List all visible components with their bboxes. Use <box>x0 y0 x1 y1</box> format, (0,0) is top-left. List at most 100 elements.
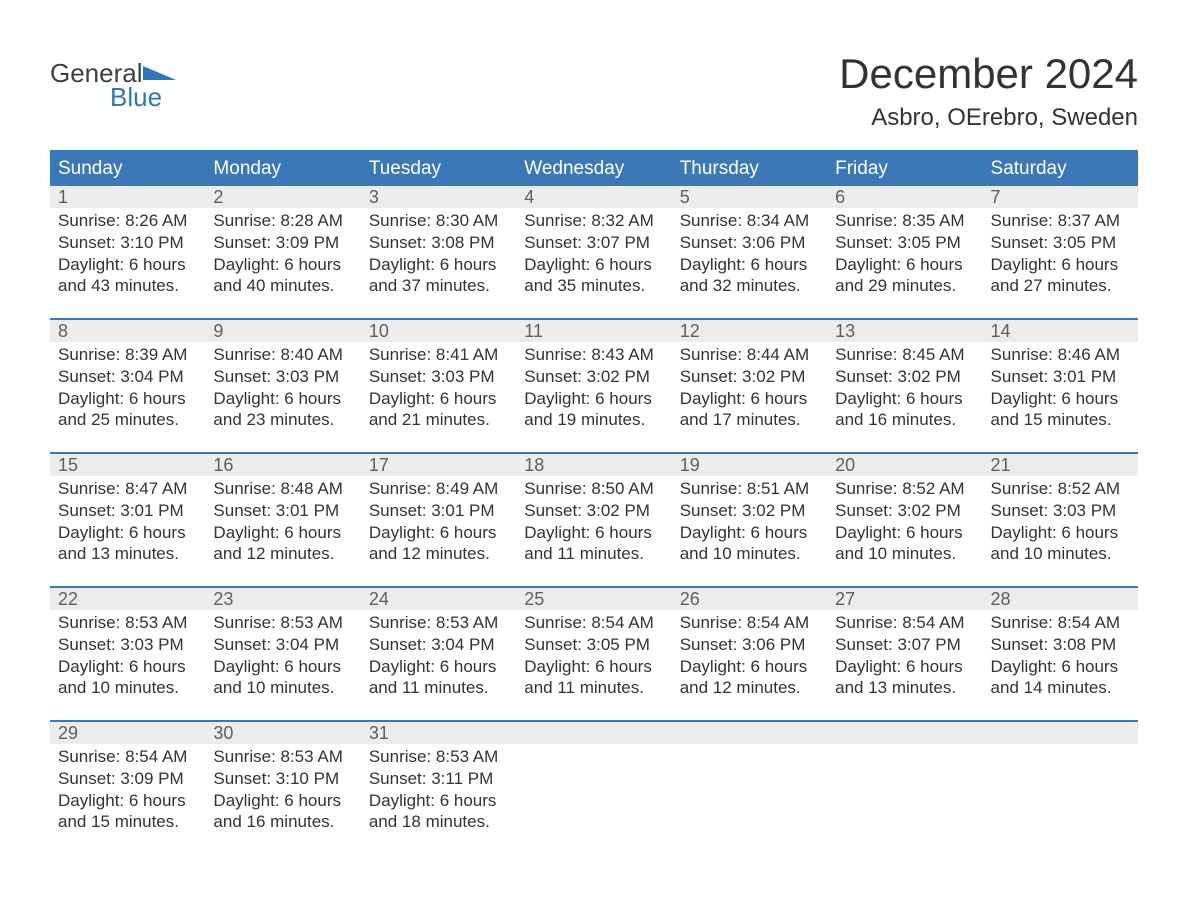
daylight-line1: Daylight: 6 hours <box>835 522 974 544</box>
daylight-line2: and 27 minutes. <box>991 275 1130 297</box>
detail-row: Sunrise: 8:26 AMSunset: 3:10 PMDaylight:… <box>50 208 1138 318</box>
calendar-week: 22232425262728Sunrise: 8:53 AMSunset: 3:… <box>50 586 1138 720</box>
day-number: 30 <box>205 722 360 744</box>
day-number: 9 <box>205 320 360 342</box>
day-detail: Sunrise: 8:37 AMSunset: 3:05 PMDaylight:… <box>983 208 1138 318</box>
sunset-text: Sunset: 3:09 PM <box>58 768 197 790</box>
sunrise-text: Sunrise: 8:49 AM <box>369 478 508 500</box>
calendar: Sunday Monday Tuesday Wednesday Thursday… <box>50 150 1138 854</box>
detail-row: Sunrise: 8:54 AMSunset: 3:09 PMDaylight:… <box>50 744 1138 854</box>
sunrise-text: Sunrise: 8:53 AM <box>213 612 352 634</box>
daylight-line2: and 43 minutes. <box>58 275 197 297</box>
day-number: 26 <box>672 588 827 610</box>
sunrise-text: Sunrise: 8:26 AM <box>58 210 197 232</box>
daylight-line1: Daylight: 6 hours <box>524 656 663 678</box>
day-detail: Sunrise: 8:53 AMSunset: 3:04 PMDaylight:… <box>205 610 360 720</box>
day-number <box>827 722 982 744</box>
daylight-line2: and 37 minutes. <box>369 275 508 297</box>
page-location: Asbro, OErebro, Sweden <box>839 104 1138 132</box>
day-detail: Sunrise: 8:47 AMSunset: 3:01 PMDaylight:… <box>50 476 205 586</box>
daylight-line2: and 19 minutes. <box>524 409 663 431</box>
sunset-text: Sunset: 3:04 PM <box>58 366 197 388</box>
day-detail: Sunrise: 8:52 AMSunset: 3:03 PMDaylight:… <box>983 476 1138 586</box>
sunset-text: Sunset: 3:02 PM <box>524 366 663 388</box>
sunset-text: Sunset: 3:02 PM <box>680 500 819 522</box>
day-number: 11 <box>516 320 671 342</box>
day-number: 27 <box>827 588 982 610</box>
page-header: General Blue December 2024 Asbro, OErebr… <box>50 50 1138 146</box>
daylight-line2: and 35 minutes. <box>524 275 663 297</box>
day-detail: Sunrise: 8:40 AMSunset: 3:03 PMDaylight:… <box>205 342 360 452</box>
daylight-line2: and 21 minutes. <box>369 409 508 431</box>
day-header-row: Sunday Monday Tuesday Wednesday Thursday… <box>50 152 1138 186</box>
day-number: 29 <box>50 722 205 744</box>
sunset-text: Sunset: 3:09 PM <box>213 232 352 254</box>
daylight-line1: Daylight: 6 hours <box>680 388 819 410</box>
day-number: 3 <box>361 186 516 208</box>
day-detail: Sunrise: 8:28 AMSunset: 3:09 PMDaylight:… <box>205 208 360 318</box>
daylight-line1: Daylight: 6 hours <box>369 522 508 544</box>
day-number: 4 <box>516 186 671 208</box>
day-detail: Sunrise: 8:53 AMSunset: 3:04 PMDaylight:… <box>361 610 516 720</box>
day-detail: Sunrise: 8:30 AMSunset: 3:08 PMDaylight:… <box>361 208 516 318</box>
day-detail: Sunrise: 8:44 AMSunset: 3:02 PMDaylight:… <box>672 342 827 452</box>
sunrise-text: Sunrise: 8:44 AM <box>680 344 819 366</box>
daynum-row: 293031 <box>50 722 1138 744</box>
day-detail <box>983 744 1138 854</box>
daynum-row: 15161718192021 <box>50 454 1138 476</box>
daylight-line2: and 13 minutes. <box>58 543 197 565</box>
day-number: 20 <box>827 454 982 476</box>
daylight-line1: Daylight: 6 hours <box>213 388 352 410</box>
sunset-text: Sunset: 3:03 PM <box>213 366 352 388</box>
sunset-text: Sunset: 3:08 PM <box>369 232 508 254</box>
detail-row: Sunrise: 8:47 AMSunset: 3:01 PMDaylight:… <box>50 476 1138 586</box>
day-detail: Sunrise: 8:54 AMSunset: 3:06 PMDaylight:… <box>672 610 827 720</box>
day-number: 8 <box>50 320 205 342</box>
sunrise-text: Sunrise: 8:34 AM <box>680 210 819 232</box>
daylight-line1: Daylight: 6 hours <box>835 656 974 678</box>
daylight-line2: and 29 minutes. <box>835 275 974 297</box>
daylight-line1: Daylight: 6 hours <box>58 388 197 410</box>
calendar-week: 15161718192021Sunrise: 8:47 AMSunset: 3:… <box>50 452 1138 586</box>
day-detail: Sunrise: 8:54 AMSunset: 3:07 PMDaylight:… <box>827 610 982 720</box>
sunrise-text: Sunrise: 8:51 AM <box>680 478 819 500</box>
sunset-text: Sunset: 3:10 PM <box>213 768 352 790</box>
sunset-text: Sunset: 3:01 PM <box>58 500 197 522</box>
sunset-text: Sunset: 3:01 PM <box>369 500 508 522</box>
sunrise-text: Sunrise: 8:48 AM <box>213 478 352 500</box>
daylight-line1: Daylight: 6 hours <box>213 254 352 276</box>
daylight-line1: Daylight: 6 hours <box>369 656 508 678</box>
day-number <box>516 722 671 744</box>
daylight-line2: and 25 minutes. <box>58 409 197 431</box>
weeks-container: 1234567Sunrise: 8:26 AMSunset: 3:10 PMDa… <box>50 186 1138 854</box>
day-header-monday: Monday <box>205 152 360 186</box>
day-detail: Sunrise: 8:51 AMSunset: 3:02 PMDaylight:… <box>672 476 827 586</box>
daylight-line2: and 10 minutes. <box>680 543 819 565</box>
day-number: 23 <box>205 588 360 610</box>
sunrise-text: Sunrise: 8:41 AM <box>369 344 508 366</box>
daylight-line2: and 10 minutes. <box>835 543 974 565</box>
sunset-text: Sunset: 3:02 PM <box>680 366 819 388</box>
daylight-line1: Daylight: 6 hours <box>991 656 1130 678</box>
day-number: 28 <box>983 588 1138 610</box>
detail-row: Sunrise: 8:39 AMSunset: 3:04 PMDaylight:… <box>50 342 1138 452</box>
daylight-line2: and 14 minutes. <box>991 677 1130 699</box>
day-header-friday: Friday <box>827 152 982 186</box>
day-number: 24 <box>361 588 516 610</box>
day-header-tuesday: Tuesday <box>361 152 516 186</box>
daylight-line1: Daylight: 6 hours <box>524 388 663 410</box>
sunrise-text: Sunrise: 8:52 AM <box>835 478 974 500</box>
daylight-line1: Daylight: 6 hours <box>835 254 974 276</box>
daylight-line1: Daylight: 6 hours <box>991 522 1130 544</box>
daylight-line1: Daylight: 6 hours <box>213 656 352 678</box>
sunrise-text: Sunrise: 8:54 AM <box>991 612 1130 634</box>
logo-flag-icon <box>143 66 176 80</box>
day-number: 14 <box>983 320 1138 342</box>
generalblue-logo-icon: General Blue <box>50 60 205 112</box>
sunrise-text: Sunrise: 8:54 AM <box>524 612 663 634</box>
sunrise-text: Sunrise: 8:40 AM <box>213 344 352 366</box>
sunrise-text: Sunrise: 8:35 AM <box>835 210 974 232</box>
daylight-line1: Daylight: 6 hours <box>369 790 508 812</box>
sunset-text: Sunset: 3:02 PM <box>835 500 974 522</box>
daylight-line2: and 18 minutes. <box>369 811 508 833</box>
